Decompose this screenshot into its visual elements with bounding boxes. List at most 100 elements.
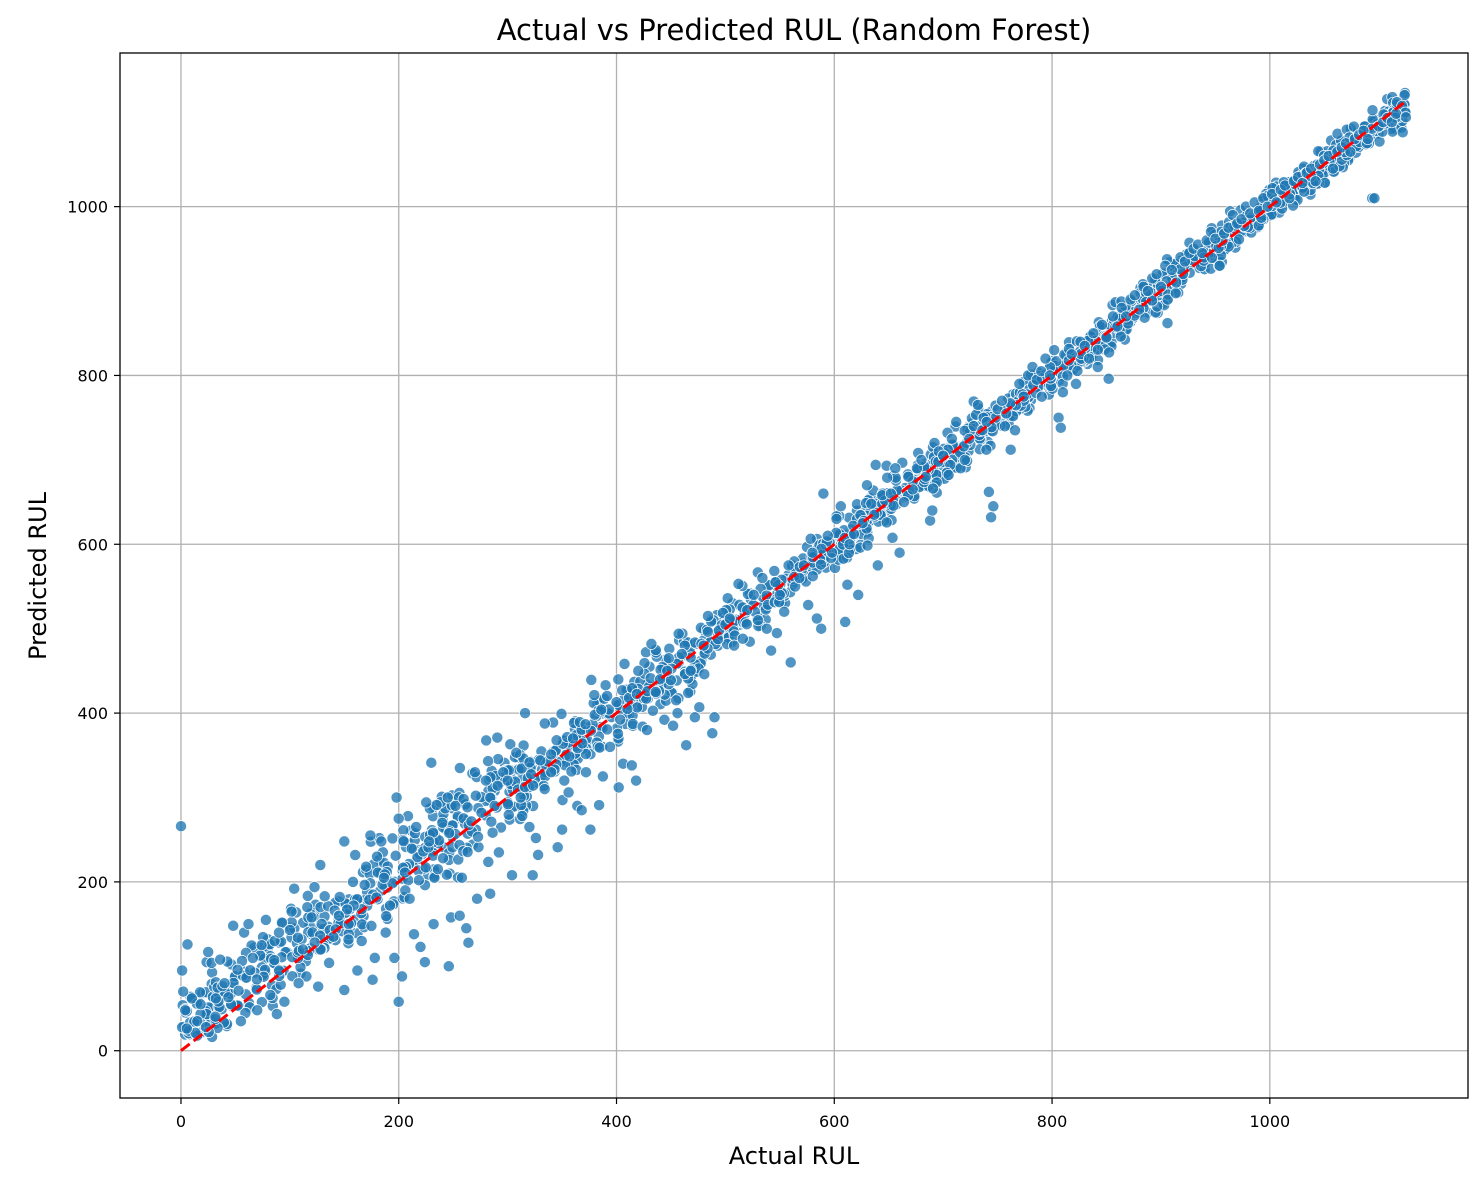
scatter-point <box>1091 361 1104 373</box>
scatter-point <box>227 919 240 932</box>
scatter-point <box>684 664 697 677</box>
scatter-point <box>427 918 440 931</box>
scatter-point <box>1096 318 1109 331</box>
scatter-point <box>596 770 609 783</box>
scatter-point <box>176 964 189 977</box>
scatter-point <box>423 835 436 848</box>
scatter-point <box>706 727 719 740</box>
scatter-point <box>880 516 893 529</box>
scatter-point <box>558 774 571 787</box>
scatter-point <box>987 500 1000 513</box>
scatter-point <box>1161 293 1174 306</box>
scatter-point <box>341 903 354 916</box>
y-tick-label: 800 <box>77 366 108 385</box>
scatter-point <box>231 963 244 976</box>
scatter-point <box>259 913 272 926</box>
scatter-point <box>1039 352 1052 365</box>
scatter-point <box>244 964 257 977</box>
scatter-point <box>881 471 894 484</box>
scatter-point <box>588 689 601 702</box>
scatter-point <box>1061 369 1074 382</box>
scatter-point <box>232 984 245 997</box>
scatter-point <box>927 482 939 495</box>
scatter-point <box>375 835 388 848</box>
scatter-point <box>1141 285 1154 297</box>
scatter-point <box>338 835 351 848</box>
scatter-point <box>579 748 592 760</box>
scatter-point <box>283 924 296 936</box>
scatter-point <box>202 946 215 958</box>
scatter-point <box>1056 386 1069 399</box>
scatter-point <box>1169 287 1182 300</box>
x-tick-label: 1000 <box>1249 1112 1290 1131</box>
scatter-point <box>523 821 536 833</box>
scatter-point <box>437 852 449 865</box>
scatter-point <box>364 829 377 842</box>
scatter-point <box>349 849 362 861</box>
scatter-point <box>234 1015 247 1028</box>
scatter-point <box>852 588 865 601</box>
scatter-point <box>360 860 373 873</box>
scatter-point <box>641 724 653 736</box>
scatter-point <box>430 799 443 811</box>
scatter-point <box>292 977 305 990</box>
scatter-point <box>698 668 711 681</box>
scatter-point <box>778 605 791 618</box>
scatter-point <box>1102 372 1115 385</box>
scatter-point <box>300 970 313 983</box>
scatter-point <box>630 774 643 787</box>
scatter-point <box>649 686 662 698</box>
scatter-point <box>1004 443 1017 456</box>
scatter-point <box>996 394 1008 407</box>
scatter-point <box>250 973 263 986</box>
scatter-point <box>308 881 321 894</box>
scatter-point <box>1071 364 1084 377</box>
scatter-point <box>958 453 971 466</box>
x-tick-label: 800 <box>1037 1112 1068 1131</box>
scatter-point <box>1070 377 1082 390</box>
scatter-point <box>821 529 834 542</box>
scatter-point <box>902 470 915 483</box>
scatter-point <box>288 882 301 895</box>
scatter-point <box>998 420 1011 433</box>
scatter-point <box>1065 348 1078 361</box>
scatter-point <box>268 954 281 967</box>
scatter-point <box>843 538 856 551</box>
scatter-point <box>646 704 659 717</box>
scatter-point <box>782 559 795 572</box>
scatter-point <box>861 539 874 552</box>
scatter-point <box>680 739 693 752</box>
scatter-point <box>418 956 431 969</box>
scatter-point <box>1009 424 1021 437</box>
scatter-point <box>886 531 899 544</box>
scatter-point <box>449 799 462 812</box>
scatter-point <box>810 612 823 625</box>
scatter-point <box>740 618 753 631</box>
scatter-point <box>708 711 721 724</box>
scatter-point <box>484 887 497 900</box>
y-tick-label: 600 <box>77 535 108 554</box>
scatter-point <box>1013 377 1026 390</box>
scatter-point <box>209 992 222 1005</box>
scatter-point <box>410 821 423 833</box>
scatter-point <box>1165 263 1178 276</box>
scatter-point <box>425 756 438 769</box>
scatter-point <box>315 917 328 930</box>
scatter-point <box>486 826 499 839</box>
scatter-point <box>388 951 401 964</box>
scatter-point <box>318 890 331 903</box>
scatter-point <box>408 928 420 941</box>
scatter-point <box>332 909 345 922</box>
scatter-point <box>443 827 456 840</box>
scatter-point <box>604 740 616 753</box>
scatter-point <box>769 576 782 589</box>
scatter-point <box>371 850 383 863</box>
x-tick-label: 600 <box>819 1112 850 1131</box>
scatter-point <box>804 532 817 545</box>
scatter-point <box>285 905 298 918</box>
scatter-point <box>534 754 547 767</box>
scatter-point <box>379 926 392 939</box>
scatter-point <box>675 648 688 660</box>
y-tick-label: 0 <box>98 1042 108 1061</box>
scatter-point <box>926 504 939 517</box>
